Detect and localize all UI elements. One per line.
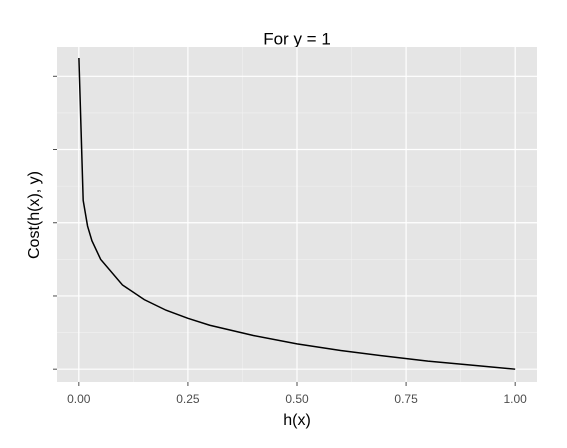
x-tick-label: 1.00 bbox=[504, 392, 528, 406]
chart-title: For y = 1 bbox=[263, 29, 331, 48]
line bbox=[78, 57, 516, 370]
x-tick-label: 0.25 bbox=[176, 392, 200, 406]
x-tick-label: 0.50 bbox=[285, 392, 309, 406]
x-axis-label: h(x) bbox=[283, 412, 311, 429]
x-tick-label: 0.75 bbox=[394, 392, 418, 406]
x-tick-label: 0.00 bbox=[67, 392, 91, 406]
y-axis-label: Cost(h(x), y) bbox=[26, 171, 43, 259]
